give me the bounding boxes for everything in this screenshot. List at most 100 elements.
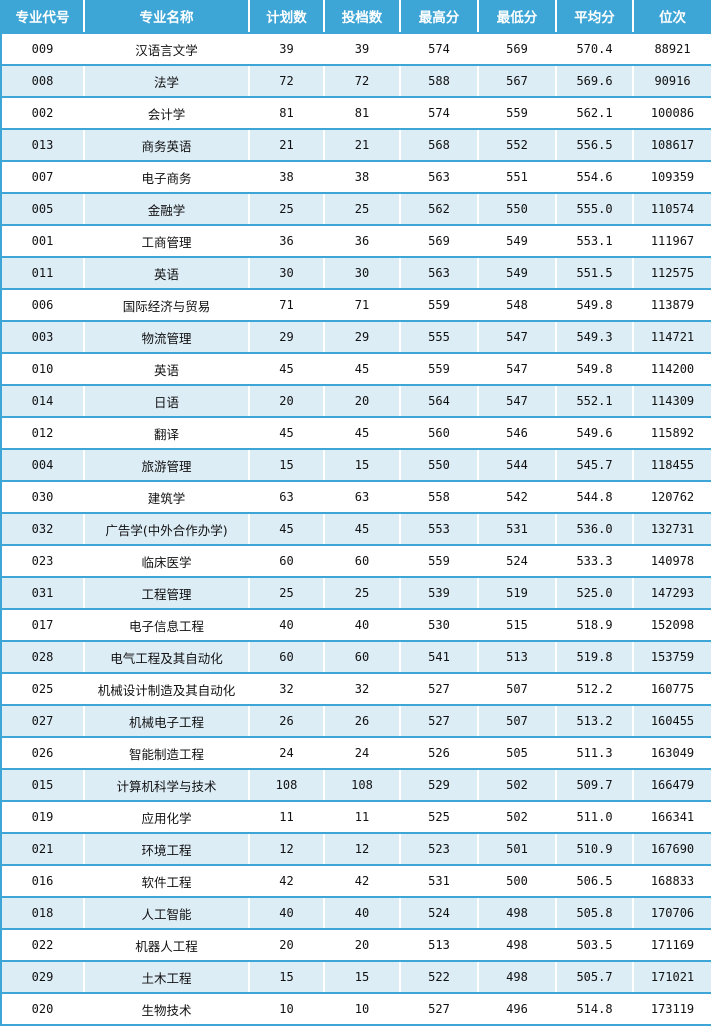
table-row: 017 电子信息工程 40 40 530 515 518.9 152098 — [0, 608, 711, 642]
cell-avg-score: 503.5 — [555, 928, 633, 962]
cell-max-score: 564 — [399, 384, 478, 418]
cell-admitted-count: 32 — [323, 672, 400, 706]
cell-admitted-count: 12 — [323, 832, 400, 866]
cell-max-score: 529 — [399, 768, 478, 802]
cell-major-code: 030 — [0, 480, 84, 514]
cell-min-score: 502 — [477, 768, 556, 802]
cell-plan-count: 15 — [248, 448, 324, 482]
cell-plan-count: 21 — [248, 128, 324, 162]
cell-avg-score: 525.0 — [555, 576, 633, 610]
table-row: 006 国际经济与贸易 71 71 559 548 549.8 113879 — [0, 288, 711, 322]
cell-major-name: 工程管理 — [83, 576, 249, 610]
table-row: 032 广告学(中外合作办学) 45 45 553 531 536.0 132731 — [0, 512, 711, 546]
cell-avg-score: 544.8 — [555, 480, 633, 514]
cell-major-code: 032 — [0, 512, 84, 546]
cell-plan-count: 38 — [248, 160, 324, 194]
table-row: 005 金融学 25 25 562 550 555.0 110574 — [0, 192, 711, 226]
header-admitted-count: 投档数 — [323, 0, 400, 34]
cell-admitted-count: 72 — [323, 64, 400, 98]
cell-min-score: 507 — [477, 704, 556, 738]
cell-admitted-count: 38 — [323, 160, 400, 194]
cell-plan-count: 81 — [248, 96, 324, 130]
cell-max-score: 522 — [399, 960, 478, 994]
cell-max-score: 574 — [399, 96, 478, 130]
table-row: 031 工程管理 25 25 539 519 525.0 147293 — [0, 576, 711, 610]
cell-max-score: 562 — [399, 192, 478, 226]
cell-major-name: 法学 — [83, 64, 249, 98]
cell-major-name: 国际经济与贸易 — [83, 288, 249, 322]
cell-major-name: 英语 — [83, 352, 249, 386]
cell-min-score: 513 — [477, 640, 556, 674]
cell-admitted-count: 29 — [323, 320, 400, 354]
cell-plan-count: 72 — [248, 64, 324, 98]
cell-max-score: 559 — [399, 544, 478, 578]
cell-min-score: 542 — [477, 480, 556, 514]
cell-major-code: 015 — [0, 768, 84, 802]
cell-avg-score: 549.6 — [555, 416, 633, 450]
cell-avg-score: 553.1 — [555, 224, 633, 258]
cell-major-name: 金融学 — [83, 192, 249, 226]
cell-max-score: 513 — [399, 928, 478, 962]
cell-major-code: 016 — [0, 864, 84, 898]
cell-major-name: 机器人工程 — [83, 928, 249, 962]
cell-major-code: 003 — [0, 320, 84, 354]
cell-admitted-count: 60 — [323, 544, 400, 578]
cell-major-name: 电子信息工程 — [83, 608, 249, 642]
table-row: 028 电气工程及其自动化 60 60 541 513 519.8 153759 — [0, 640, 711, 674]
cell-max-score: 553 — [399, 512, 478, 546]
cell-rank: 100086 — [632, 96, 711, 130]
cell-rank: 111967 — [632, 224, 711, 258]
cell-max-score: 588 — [399, 64, 478, 98]
cell-major-name: 会计学 — [83, 96, 249, 130]
cell-admitted-count: 45 — [323, 512, 400, 546]
cell-rank: 170706 — [632, 896, 711, 930]
cell-admitted-count: 45 — [323, 416, 400, 450]
cell-max-score: 555 — [399, 320, 478, 354]
cell-rank: 90916 — [632, 64, 711, 98]
cell-rank: 109359 — [632, 160, 711, 194]
cell-major-code: 022 — [0, 928, 84, 962]
cell-plan-count: 40 — [248, 608, 324, 642]
table-row: 014 日语 20 20 564 547 552.1 114309 — [0, 384, 711, 418]
cell-max-score: 559 — [399, 352, 478, 386]
cell-min-score: 551 — [477, 160, 556, 194]
cell-admitted-count: 60 — [323, 640, 400, 674]
cell-rank: 114721 — [632, 320, 711, 354]
cell-plan-count: 15 — [248, 960, 324, 994]
cell-min-score: 547 — [477, 320, 556, 354]
cell-major-code: 010 — [0, 352, 84, 386]
cell-min-score: 505 — [477, 736, 556, 770]
cell-avg-score: 549.8 — [555, 352, 633, 386]
cell-min-score: 544 — [477, 448, 556, 482]
cell-major-code: 008 — [0, 64, 84, 98]
header-major-code: 专业代号 — [0, 0, 84, 34]
cell-major-code: 012 — [0, 416, 84, 450]
cell-max-score: 574 — [399, 32, 478, 66]
cell-major-name: 汉语言文学 — [83, 32, 249, 66]
cell-major-name: 临床医学 — [83, 544, 249, 578]
cell-major-name: 计算机科学与技术 — [83, 768, 249, 802]
header-major-name: 专业名称 — [83, 0, 249, 34]
cell-admitted-count: 20 — [323, 384, 400, 418]
cell-plan-count: 26 — [248, 704, 324, 738]
cell-admitted-count: 26 — [323, 704, 400, 738]
cell-admitted-count: 15 — [323, 448, 400, 482]
table-row: 012 翻译 45 45 560 546 549.6 115892 — [0, 416, 711, 450]
table-row: 029 土木工程 15 15 522 498 505.7 171021 — [0, 960, 711, 994]
cell-plan-count: 60 — [248, 640, 324, 674]
cell-major-name: 广告学(中外合作办学) — [83, 512, 249, 546]
cell-plan-count: 40 — [248, 896, 324, 930]
table-row: 001 工商管理 36 36 569 549 553.1 111967 — [0, 224, 711, 258]
header-min-score: 最低分 — [477, 0, 556, 34]
cell-admitted-count: 20 — [323, 928, 400, 962]
cell-major-code: 011 — [0, 256, 84, 290]
cell-max-score: 539 — [399, 576, 478, 610]
table-row: 004 旅游管理 15 15 550 544 545.7 118455 — [0, 448, 711, 482]
cell-plan-count: 32 — [248, 672, 324, 706]
cell-major-name: 应用化学 — [83, 800, 249, 834]
cell-avg-score: 519.8 — [555, 640, 633, 674]
table-row: 009 汉语言文学 39 39 574 569 570.4 88921 — [0, 32, 711, 66]
cell-min-score: 502 — [477, 800, 556, 834]
cell-plan-count: 11 — [248, 800, 324, 834]
